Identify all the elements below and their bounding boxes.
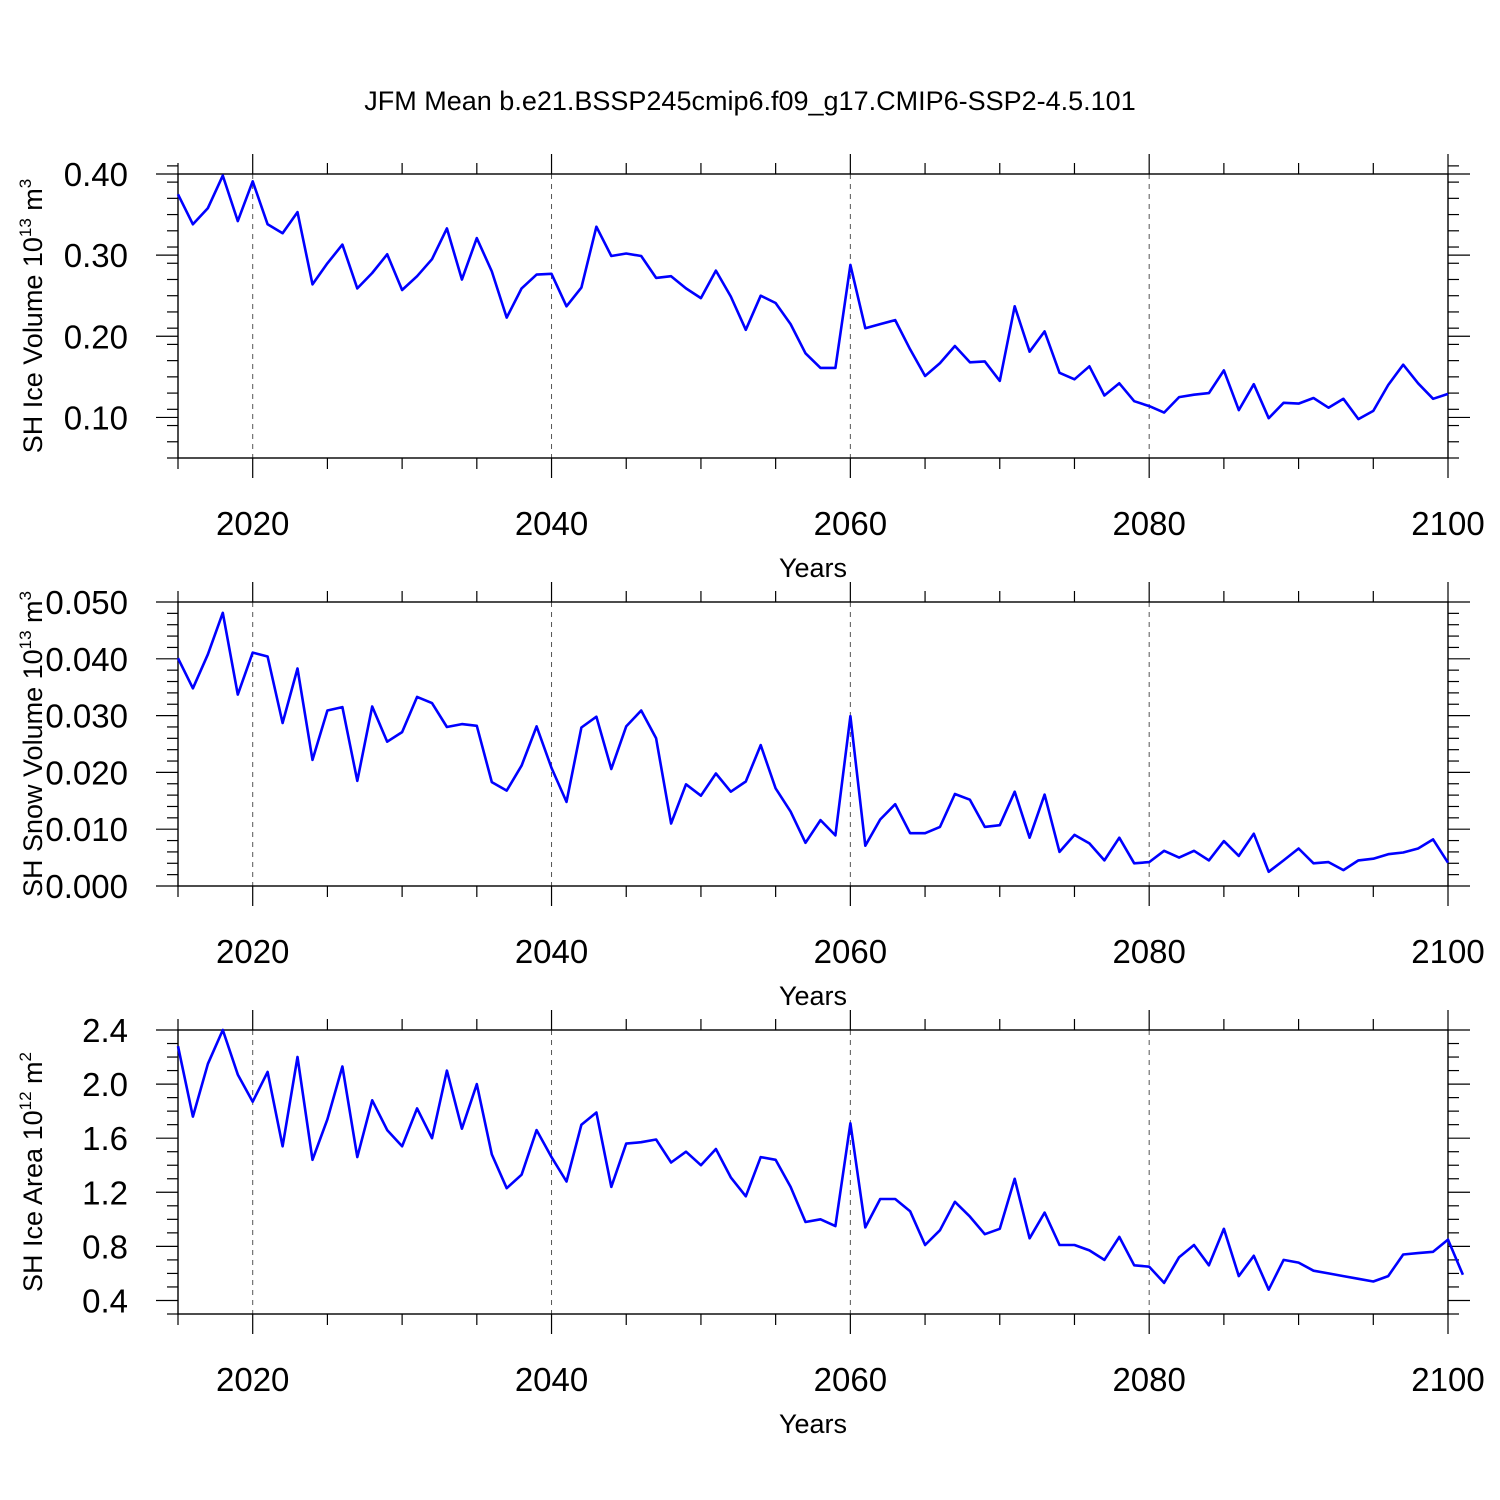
y-tick-label: 0.30 xyxy=(64,237,128,274)
x-tick-label: 2020 xyxy=(216,933,289,970)
y-tick-label: 0.40 xyxy=(64,156,128,193)
snow-volume-x-axis-title: Years xyxy=(779,981,847,1011)
y-tick-label: 0.4 xyxy=(82,1282,128,1319)
ice-area-series-line xyxy=(176,1028,1465,1291)
ice-area-x-axis-title: Years xyxy=(779,1409,847,1439)
y-tick-label: 0.10 xyxy=(64,399,128,436)
x-tick-label: 2040 xyxy=(515,933,588,970)
ice-volume-x-axis-title: Years xyxy=(779,553,847,583)
x-tick-label: 2100 xyxy=(1411,1361,1484,1398)
chart-panel-ice-volume: 2020 2040 2060 2080 2100 0.10 0.20 0.30 0.40 Year… xyxy=(16,154,1485,583)
y-tick-label: 1.2 xyxy=(82,1174,128,1211)
x-tick-label: 2020 xyxy=(216,1361,289,1398)
y-tick-label: 0.050 xyxy=(45,584,128,621)
x-tick-label: 2040 xyxy=(515,505,588,542)
x-tick-label: 2020 xyxy=(216,505,289,542)
y-axis-title-text: m xyxy=(18,600,48,630)
y-axis-title-superscript: 2 xyxy=(16,1052,35,1061)
y-tick-label: 2.0 xyxy=(82,1066,128,1103)
x-tick-label: 2080 xyxy=(1112,1361,1185,1398)
ice-area-y-axis-title: SH Ice Area 1012 m2 xyxy=(16,1052,48,1292)
y-axis-title-superscript: 13 xyxy=(16,218,35,237)
ice-volume-plot-frame xyxy=(177,173,1449,459)
y-tick-label: 1.6 xyxy=(82,1120,128,1157)
y-axis-title-text: SH Ice Volume 10 xyxy=(18,237,48,453)
x-tick-label: 2100 xyxy=(1411,505,1484,542)
x-tick-label: 2040 xyxy=(515,1361,588,1398)
y-axis-title-superscript: 3 xyxy=(16,591,35,600)
y-tick-label: 0.010 xyxy=(45,811,128,848)
x-tick-label: 2060 xyxy=(814,505,887,542)
y-tick-label: 0.000 xyxy=(45,868,128,905)
chart-panel-ice-area: 2020 2040 2060 2080 2100 0.4 0.8 1.2 1.6 2.0 2.4 Ye… xyxy=(16,1010,1485,1439)
y-axis-title-text: m xyxy=(18,1061,48,1091)
y-tick-label: 0.030 xyxy=(45,698,128,735)
y-tick-label: 0.020 xyxy=(45,754,128,791)
chart-panel-snow-volume: 2020 2040 2060 2080 2100 0.000 0.010 0.020 0.030… xyxy=(16,582,1485,1011)
y-axis-title-superscript: 3 xyxy=(16,179,35,188)
y-axis-title-text: m xyxy=(18,188,48,218)
y-tick-label: 2.4 xyxy=(82,1012,128,1049)
snow-volume-plot-frame xyxy=(177,601,1449,887)
ice-area-plot-frame xyxy=(177,1029,1449,1315)
y-axis-title-superscript: 13 xyxy=(16,630,35,649)
x-tick-label: 2080 xyxy=(1112,933,1185,970)
x-tick-label: 2060 xyxy=(814,1361,887,1398)
y-tick-label: 0.20 xyxy=(64,318,128,355)
snow-volume-y-axis-title: SH Snow Volume 1013 m3 xyxy=(16,591,48,897)
y-axis-title-text: SH Snow Volume 10 xyxy=(18,649,48,897)
x-tick-label: 2100 xyxy=(1411,933,1484,970)
ice-volume-series-line xyxy=(176,174,1449,421)
x-tick-label: 2060 xyxy=(814,933,887,970)
y-axis-title-text: SH Ice Area 10 xyxy=(18,1110,48,1292)
y-tick-label: 0.040 xyxy=(45,641,128,678)
panels-container: 2020 2040 2060 2080 2100 0.10 0.20 0.30 0.40 Year… xyxy=(16,154,1485,1439)
x-tick-label: 2080 xyxy=(1112,505,1185,542)
y-tick-label: 0.8 xyxy=(82,1228,128,1265)
figure-title: JFM Mean b.e21.BSSP245cmip6.f09_g17.CMIP… xyxy=(364,86,1135,116)
ice-volume-y-axis-title: SH Ice Volume 1013 m3 xyxy=(16,179,48,454)
snow-volume-series-line xyxy=(176,611,1450,874)
y-axis-title-superscript: 12 xyxy=(16,1091,35,1110)
